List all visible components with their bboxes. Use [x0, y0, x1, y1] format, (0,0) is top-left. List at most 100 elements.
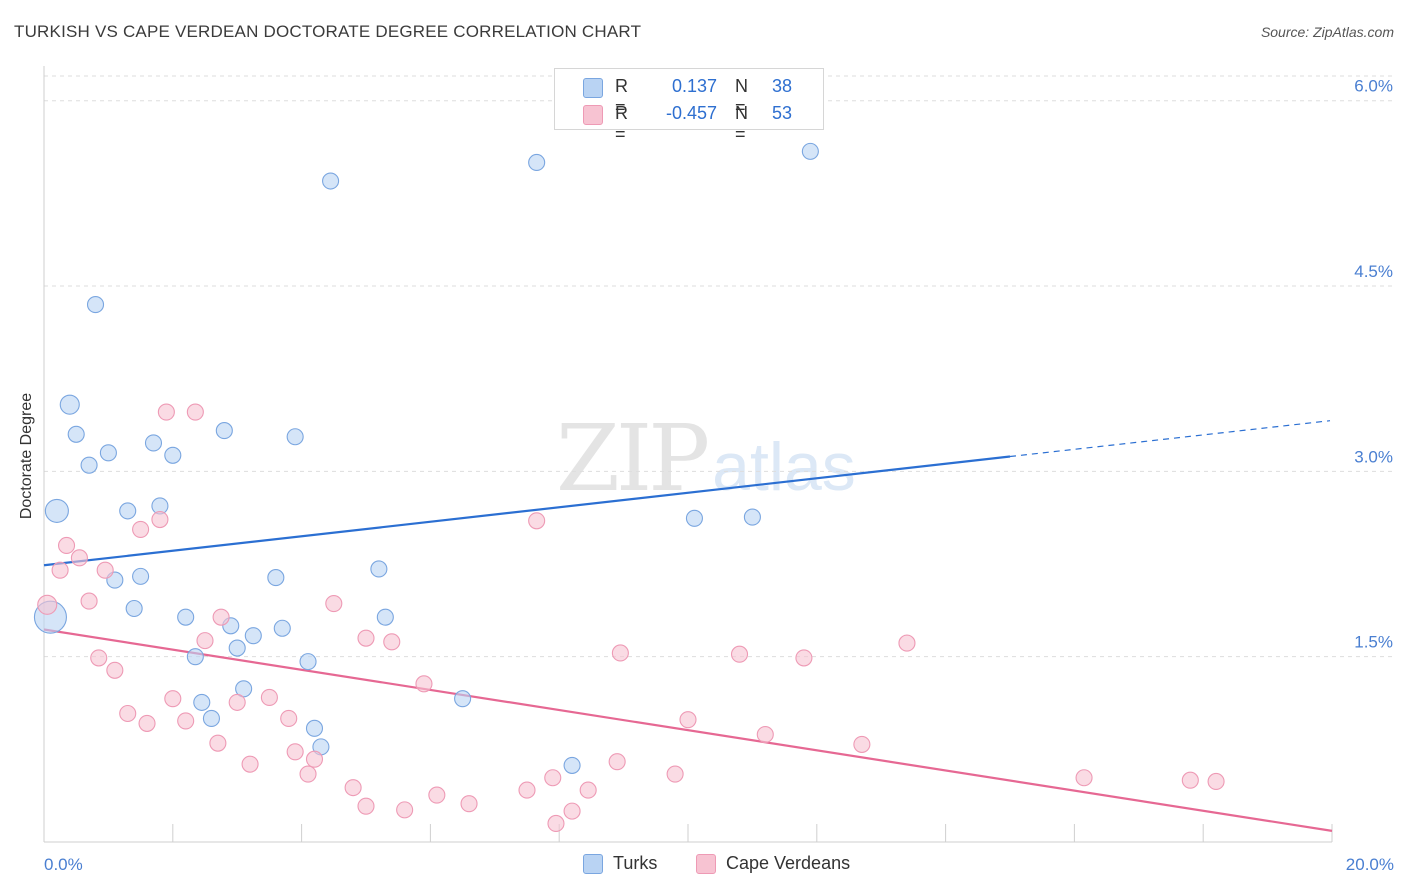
cape-verdean-point	[80, 592, 98, 610]
cape-verdean-point	[186, 403, 204, 421]
turks-point	[215, 422, 233, 440]
cape-verdean-point	[898, 634, 916, 652]
turks-point	[119, 502, 137, 520]
cape-verdean-point	[428, 786, 446, 804]
cape-verdean-point	[383, 633, 401, 651]
cape-verdean-point	[51, 561, 69, 579]
turks-point	[99, 444, 117, 462]
points-layer	[33, 142, 1225, 833]
cape-verdean-point	[228, 693, 246, 711]
cape-verdean-point	[563, 802, 581, 820]
turks-point	[685, 509, 703, 527]
n-value: 53	[772, 103, 793, 123]
r-value: -0.457	[665, 103, 717, 123]
trend-layer	[43, 420, 1333, 832]
grid-layer	[44, 75, 1392, 658]
cape-verdean-point	[106, 661, 124, 679]
turks-point	[244, 627, 262, 645]
turks-point	[454, 690, 472, 708]
r-label: R =	[615, 103, 628, 144]
cape-verdean-point	[305, 750, 324, 768]
turks-trend-extension	[1009, 420, 1331, 458]
turks-point	[376, 608, 394, 626]
turks-point	[801, 142, 819, 160]
turks-point	[370, 560, 388, 578]
turks-point	[67, 425, 85, 443]
turks-point	[305, 719, 324, 737]
chart-title: TURKISH VS CAPE VERDEAN DOCTORATE DEGREE…	[14, 22, 642, 41]
cape-verdean-point	[286, 743, 304, 761]
cape-verdean-point	[853, 735, 871, 753]
cape-verdean-point	[209, 734, 227, 752]
cape-verdean-point	[151, 510, 169, 529]
turks-point	[322, 172, 340, 190]
cape-verdean-point	[547, 814, 565, 833]
cape-verdean-point	[795, 649, 813, 667]
y-tick-label: 3.0%	[1354, 447, 1393, 466]
turks-point	[125, 599, 143, 618]
legend-swatch-cape-verdeans	[696, 854, 716, 874]
cape-verdean-point	[579, 781, 597, 799]
stats-legend: R = 0.137 N = 38 R = -0.457 N = 53	[554, 68, 824, 144]
axis-layer	[43, 66, 1333, 843]
cape-verdean-trend-line	[43, 628, 1333, 832]
cape-verdean-point	[177, 712, 195, 730]
cape-verdean-point	[396, 801, 414, 819]
turks-point	[273, 619, 291, 637]
cape-verdean-point	[357, 797, 375, 815]
legend-label-cape-verdeans: Cape Verdeans	[726, 853, 851, 873]
cape-verdean-point	[299, 765, 317, 783]
turks-point	[132, 567, 150, 585]
cape-verdean-point	[730, 645, 749, 663]
bottom-legend: Turks Cape Verdeans	[0, 850, 1406, 878]
chart-source: Source: ZipAtlas.com	[1260, 24, 1394, 40]
turks-point	[202, 709, 220, 728]
cape-verdean-point	[666, 765, 684, 783]
cape-verdean-point	[196, 632, 214, 650]
r-label: R =	[615, 76, 628, 117]
cape-verdean-point	[1075, 769, 1093, 787]
x-tick-label: 0.0%	[44, 855, 83, 874]
stats-swatch-cape-verdeans	[583, 105, 603, 125]
turks-point	[299, 653, 317, 671]
cape-verdean-point	[608, 753, 626, 771]
legend-swatch-turks	[583, 854, 603, 874]
r-value: 0.137	[671, 76, 717, 96]
turks-point	[44, 498, 69, 523]
cape-verdean-point	[157, 403, 175, 421]
cape-verdean-point	[756, 725, 774, 744]
turks-trend-line	[43, 455, 1011, 567]
cape-verdean-point	[679, 711, 697, 729]
turks-point	[563, 756, 581, 774]
cape-verdean-point	[241, 755, 259, 773]
turks-point	[80, 456, 98, 474]
turks-point	[228, 639, 246, 657]
x-tick-label: 20.0%	[1346, 855, 1394, 874]
cape-verdean-point	[212, 608, 230, 626]
n-label: N =	[735, 76, 748, 117]
turks-point	[59, 394, 80, 415]
cape-verdean-point	[260, 688, 278, 706]
y-tick-label: 6.0%	[1354, 77, 1393, 96]
cape-verdean-point	[164, 690, 182, 708]
turks-point	[528, 153, 546, 172]
cape-verdean-point	[1181, 771, 1199, 789]
turks-point	[86, 296, 105, 314]
turks-point	[177, 608, 195, 626]
legend-label-turks: Turks	[613, 853, 658, 873]
y-tick-label: 1.5%	[1354, 633, 1393, 652]
n-value: 38	[772, 76, 793, 96]
cape-verdean-point	[518, 781, 536, 799]
cape-verdean-point	[344, 779, 362, 797]
cape-verdean-point	[611, 644, 629, 662]
cape-verdean-point	[280, 709, 298, 728]
cape-verdean-point	[70, 549, 88, 567]
turks-point	[193, 693, 211, 711]
turks-point	[186, 648, 204, 666]
cape-verdean-point	[37, 594, 58, 615]
turks-point	[267, 569, 285, 587]
cape-verdean-point	[57, 536, 76, 555]
cape-verdean-point	[325, 595, 343, 613]
cape-verdean-point	[96, 561, 114, 579]
